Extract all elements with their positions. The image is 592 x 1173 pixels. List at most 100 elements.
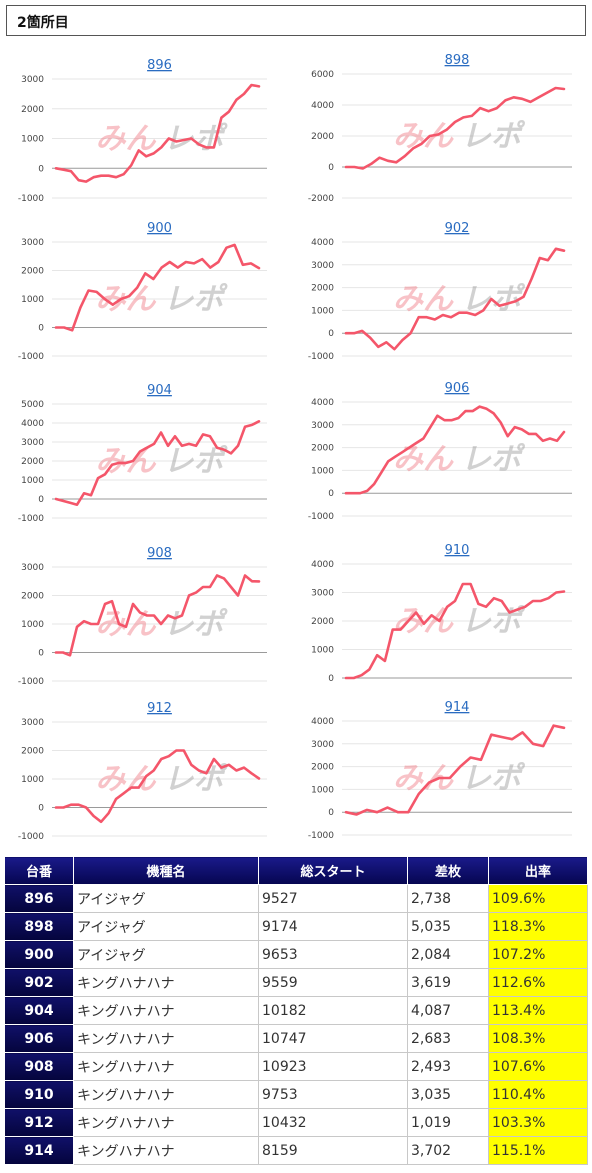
y-tick-label: 0 [328, 674, 334, 684]
col-header-model: 機種名 [73, 856, 259, 885]
series-line [54, 419, 261, 506]
series-line [54, 574, 261, 657]
total-starts: 9527 [258, 884, 408, 913]
y-tick-label: 0 [38, 649, 44, 659]
table-row: 898 アイジャグ 9174 5,035 118.3% [4, 912, 588, 941]
col-header-number: 台番 [4, 856, 74, 885]
chart-898: 898 -2000 0 2000 4000 6000 みん レポ [308, 53, 572, 204]
y-tick-label: -1000 [308, 512, 334, 522]
total-starts: 9653 [258, 940, 408, 969]
machine-number: 906 [4, 1024, 74, 1053]
col-header-diff: 差枚 [407, 856, 489, 885]
y-tick-label: 3000 [21, 718, 44, 728]
table-row: 904 キングハナハナ 10182 4,087 113.4% [4, 996, 588, 1025]
y-tick-label: 2000 [21, 267, 44, 277]
series-line [54, 749, 261, 824]
y-tick-label: 0 [38, 495, 44, 505]
y-tick-label: 3000 [21, 75, 44, 85]
y-tick-label: 3000 [311, 421, 334, 431]
y-tick-label: 4000 [311, 238, 334, 248]
chart-title-link[interactable]: 908 [147, 546, 172, 561]
chart-title-link[interactable]: 900 [147, 221, 172, 236]
machine-number: 908 [4, 1052, 74, 1081]
payout-rate: 109.6% [488, 884, 588, 913]
chart-title-link[interactable]: 902 [445, 221, 470, 236]
coin-diff: 3,035 [407, 1080, 489, 1109]
machine-model: キングハナハナ [73, 1052, 259, 1081]
y-tick-label: 0 [38, 164, 44, 174]
chart-title-link[interactable]: 912 [147, 701, 172, 716]
chart-title-link[interactable]: 898 [445, 53, 470, 68]
y-tick-label: 0 [328, 489, 334, 499]
col-header-starts: 総スタート [258, 856, 408, 885]
table-row: 902 キングハナハナ 9559 3,619 112.6% [4, 968, 588, 997]
y-tick-label: 1000 [311, 466, 334, 476]
y-tick-label: -2000 [308, 194, 334, 204]
y-tick-label: -1000 [18, 194, 44, 204]
chart-title-link[interactable]: 914 [445, 700, 470, 715]
machine-number: 910 [4, 1080, 74, 1109]
col-header-rate: 出率 [488, 856, 588, 885]
machine-model: キングハナハナ [73, 996, 259, 1025]
chart-title-link[interactable]: 896 [147, 58, 172, 73]
y-tick-label: 2000 [21, 592, 44, 602]
machine-model: アイジャグ [73, 884, 259, 913]
coin-diff: 3,619 [407, 968, 489, 997]
machine-number: 900 [4, 940, 74, 969]
chart-title-link[interactable]: 904 [147, 383, 172, 398]
y-tick-label: -1000 [18, 514, 44, 524]
table-row: 912 キングハナハナ 10432 1,019 103.3% [4, 1108, 588, 1137]
watermark-logo-gray: レポ [164, 282, 229, 317]
y-tick-label: 3000 [21, 563, 44, 573]
y-tick-label: 1000 [21, 295, 44, 305]
machine-model: キングハナハナ [73, 1024, 259, 1053]
y-tick-label: 1000 [21, 476, 44, 486]
machine-number: 912 [4, 1108, 74, 1137]
payout-rate: 107.2% [488, 940, 588, 969]
table-row: 914 キングハナハナ 8159 3,702 115.1% [4, 1136, 588, 1165]
total-starts: 9174 [258, 912, 408, 941]
machine-table: 台番 機種名 総スタート 差枚 出率 896 アイジャグ 9527 2,738 … [4, 856, 588, 1165]
watermark-logo-gray: レポ [461, 442, 526, 477]
y-tick-label: 2000 [311, 444, 334, 454]
y-tick-label: 0 [328, 329, 334, 339]
coin-diff: 2,493 [407, 1052, 489, 1081]
chart-title-link[interactable]: 906 [445, 381, 470, 396]
watermark-logo-red: みん [393, 119, 454, 154]
y-tick-label: 1000 [311, 785, 334, 795]
y-tick-label: 4000 [311, 101, 334, 111]
y-tick-label: -1000 [18, 352, 44, 362]
total-starts: 9559 [258, 968, 408, 997]
payout-rate: 118.3% [488, 912, 588, 941]
total-starts: 10747 [258, 1024, 408, 1053]
machine-model: キングハナハナ [73, 1136, 259, 1165]
total-starts: 8159 [258, 1136, 408, 1165]
y-tick-label: 4000 [311, 398, 334, 408]
machine-number: 898 [4, 912, 74, 941]
y-tick-label: 2000 [311, 763, 334, 773]
machine-model: キングハナハナ [73, 1108, 259, 1137]
chart-title-link[interactable]: 910 [445, 543, 470, 558]
series-line [344, 86, 566, 170]
series-line [54, 83, 261, 183]
coin-diff: 2,738 [407, 884, 489, 913]
coin-diff: 4,087 [407, 996, 489, 1025]
coin-diff: 2,683 [407, 1024, 489, 1053]
y-tick-label: -1000 [18, 677, 44, 687]
y-tick-label: 4000 [311, 717, 334, 727]
y-tick-label: 1000 [311, 646, 334, 656]
payout-rate: 103.3% [488, 1108, 588, 1137]
payout-rate: 110.4% [488, 1080, 588, 1109]
y-tick-label: 3000 [21, 238, 44, 248]
y-tick-label: 3000 [311, 589, 334, 599]
watermark-logo-gray: レポ [461, 119, 526, 154]
y-tick-label: 1000 [311, 306, 334, 316]
total-starts: 10182 [258, 996, 408, 1025]
y-tick-label: 1000 [21, 775, 44, 785]
y-tick-label: 2000 [21, 457, 44, 467]
y-tick-label: 1000 [21, 620, 44, 630]
section-header: 2箇所目 [6, 5, 586, 36]
y-tick-label: 2000 [21, 747, 44, 757]
